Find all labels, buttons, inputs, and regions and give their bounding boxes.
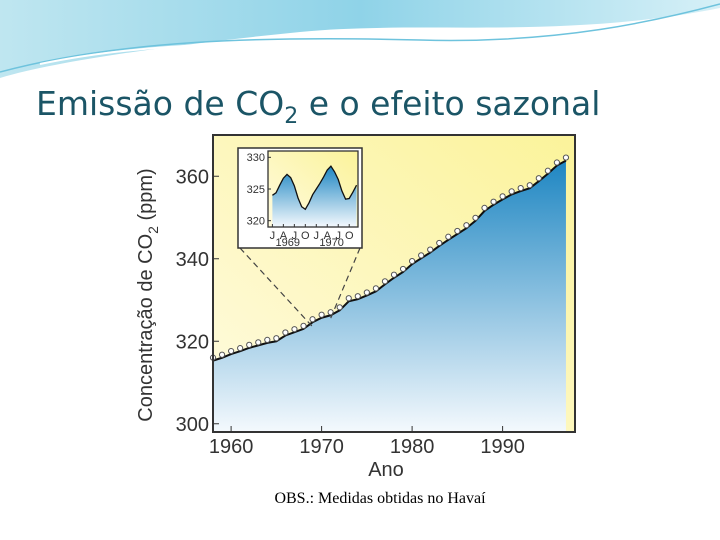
line [212, 159, 567, 362]
data-point [345, 295, 352, 302]
data-point [399, 265, 407, 273]
data-point [472, 214, 479, 221]
title-part: e o efeito sazonal [298, 84, 600, 123]
data-point [454, 227, 461, 235]
year-label: 1970 [319, 237, 343, 249]
slide-title: Emissão de CO2 e o efeito sazonal [36, 84, 600, 129]
data-point [390, 271, 398, 278]
x-tick-label: 1990 [480, 436, 525, 458]
data-point [490, 198, 497, 205]
x-tick-label: J [314, 230, 320, 242]
data-point [381, 278, 389, 285]
y-tick-label: 340 [176, 249, 209, 271]
data-point [372, 285, 379, 292]
data-point [418, 252, 425, 259]
title-part: Emissão de CO [36, 84, 284, 123]
x-tick-label: O [301, 230, 310, 242]
data-point [363, 289, 370, 296]
plot-frame [212, 134, 576, 433]
data-point [218, 351, 226, 358]
plot-frame [267, 150, 359, 228]
x-tick-label: A [324, 230, 332, 242]
year-label: 1969 [276, 237, 300, 249]
data-point [553, 159, 561, 166]
y-axis-label: Concentração de CO2 (ppm) [135, 168, 161, 421]
data-point [237, 345, 244, 352]
title-subscript: 2 [284, 104, 298, 129]
x-axis-label: Ano [368, 459, 404, 481]
x-tick-label: A [280, 230, 288, 242]
data-point [246, 341, 253, 348]
x-tick-label: 1980 [390, 436, 435, 458]
data-point [562, 154, 570, 161]
x-tick-label: 1970 [299, 436, 344, 458]
data-point [445, 233, 452, 240]
data-point [526, 182, 533, 189]
data-point [535, 175, 542, 182]
y-tick-label: 320 [176, 331, 209, 353]
data-point [318, 311, 325, 318]
data-point [508, 188, 515, 195]
x-tick-label: J [270, 230, 276, 242]
data-point [264, 336, 271, 343]
decoration [0, 0, 720, 78]
area [213, 160, 566, 432]
y-tick-label: 360 [176, 166, 209, 188]
data-point [273, 335, 280, 342]
label-part: Concentração de CO [135, 234, 157, 422]
x-tick-label: O [345, 230, 354, 242]
data-point [463, 222, 470, 229]
note: OBS.: Medidas obtidas no Havaí [274, 490, 486, 507]
x-tick-label: J [335, 230, 341, 242]
y-tick-label: 320 [247, 216, 265, 228]
x-tick-label: J [292, 230, 298, 242]
data-point [354, 293, 361, 300]
label-subscript: 2 [145, 226, 161, 234]
data-point [481, 204, 488, 211]
data-point [327, 309, 334, 316]
data-point [409, 258, 416, 265]
data-point [291, 326, 298, 333]
data-point [517, 185, 524, 192]
x-tick-label: 1960 [209, 436, 254, 458]
label-part: (ppm) [135, 168, 157, 226]
connector [329, 247, 361, 321]
y-tick-label: 330 [247, 152, 265, 164]
data-point [499, 193, 506, 200]
data-point [336, 304, 343, 311]
data-point [300, 322, 307, 329]
data-point [436, 239, 443, 247]
connector [239, 247, 313, 328]
data-point [309, 316, 316, 323]
line [272, 165, 358, 211]
data-point [228, 347, 235, 355]
y-tick-label: 300 [176, 414, 209, 436]
area [272, 166, 357, 227]
y-tick-label: 325 [247, 184, 265, 196]
data-point [544, 167, 551, 174]
data-point [255, 339, 262, 346]
data-point [282, 329, 289, 336]
data-point [427, 246, 434, 253]
